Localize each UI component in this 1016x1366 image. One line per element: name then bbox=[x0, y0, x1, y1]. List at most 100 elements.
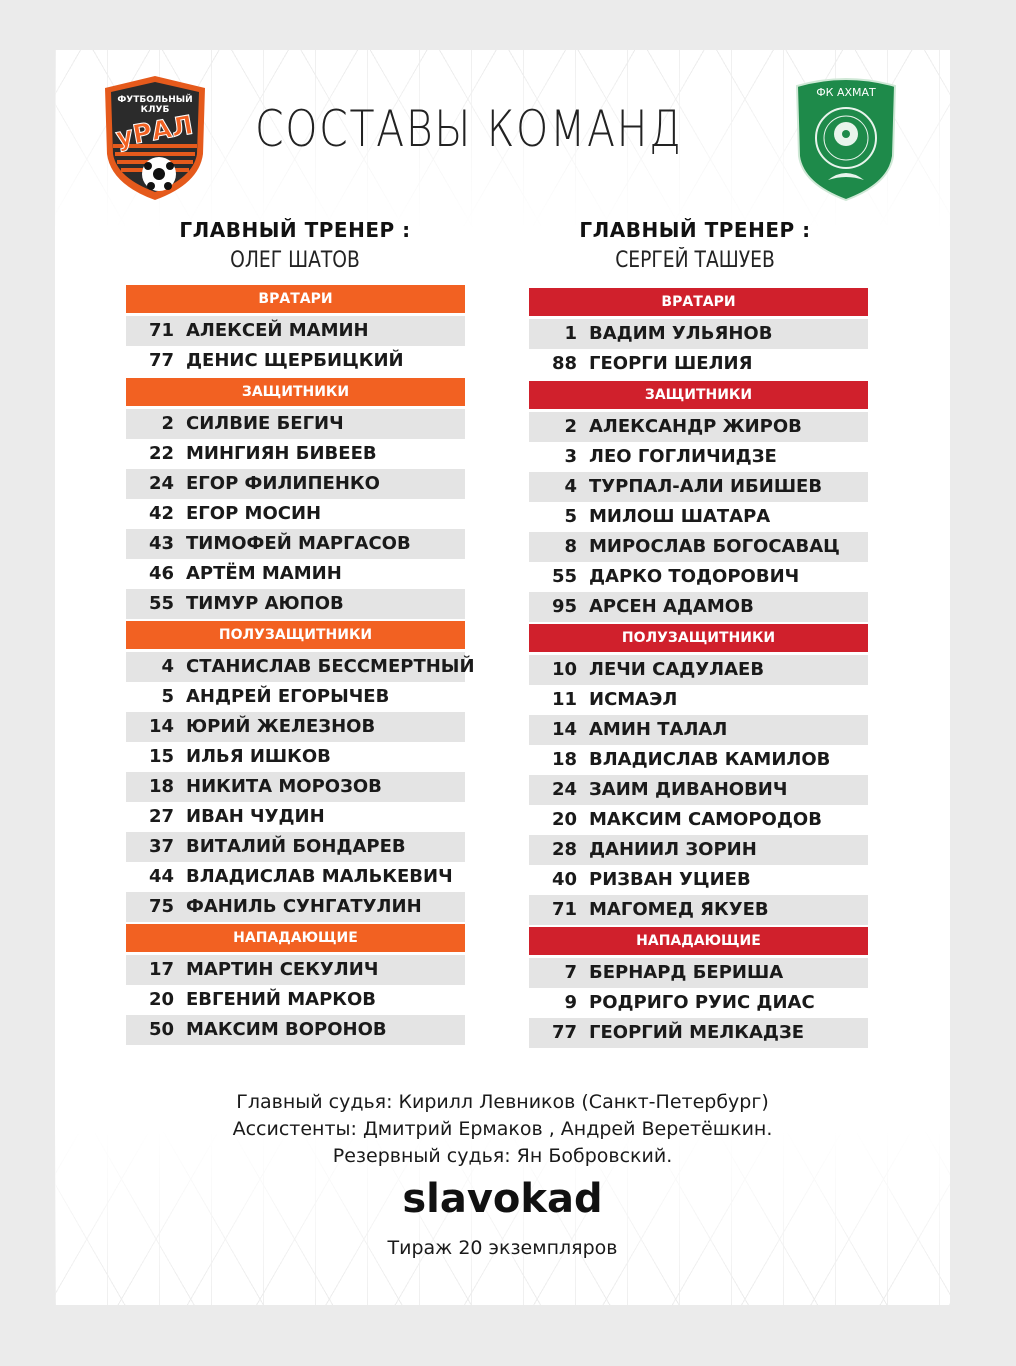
player-number: 44 bbox=[148, 866, 174, 887]
player-name: ФАНИЛЬ СУНГАТУЛИН bbox=[186, 896, 422, 917]
player-row: 24 ЗАИМ ДИВАНОВИЧ bbox=[529, 775, 868, 805]
player-number: 5 bbox=[564, 506, 577, 527]
player-row: 4 СТАНИСЛАВ БЕССМЕРТНЫЙ bbox=[126, 652, 475, 682]
player-row: 10 ЛЕЧИ САДУЛАЕВ bbox=[529, 655, 868, 685]
player-name: МАРТИН СЕКУЛИЧ bbox=[186, 959, 379, 980]
player-name: МАКСИМ ВОРОНОВ bbox=[186, 1019, 387, 1040]
player-number: 2 bbox=[564, 416, 577, 437]
player-name: АЛЕКСЕЙ МАМИН bbox=[186, 320, 369, 341]
home-section-header: НАПАДАЮЩИЕ bbox=[126, 924, 465, 952]
player-number: 3 bbox=[564, 446, 577, 467]
player-name: БЕРНАРД БЕРИША bbox=[589, 962, 784, 983]
player-name: ЛЕО ГОГЛИЧИДЗЕ bbox=[589, 446, 777, 467]
away-lineup: ВРАТАРИ 1 ВАДИМ УЛЬЯНОВ 88 ГЕОРГИ ШЕЛИЯ ЗАЩИТ… bbox=[529, 286, 868, 1048]
player-number: 43 bbox=[148, 533, 174, 554]
player-number: 4 bbox=[564, 476, 577, 497]
player-name: СИЛВИЕ БЕГИЧ bbox=[186, 413, 344, 434]
player-row: 14 ЮРИЙ ЖЕЛЕЗНОВ bbox=[126, 712, 465, 742]
player-row: 18 НИКИТА МОРОЗОВ bbox=[126, 772, 465, 802]
player-row: 55 ДАРКО ТОДОРОВИЧ bbox=[529, 562, 868, 592]
player-row: 50 МАКСИМ ВОРОНОВ bbox=[126, 1015, 465, 1045]
player-row: 24 ЕГОР ФИЛИПЕНКО bbox=[126, 469, 465, 499]
player-number: 55 bbox=[551, 566, 577, 587]
player-row: 40 РИЗВАН УЦИЕВ bbox=[529, 865, 868, 895]
player-number: 77 bbox=[148, 350, 174, 371]
away-section-header: ЗАЩИТНИКИ bbox=[529, 381, 868, 409]
player-number: 8 bbox=[564, 536, 577, 557]
player-row: 18 ВЛАДИСЛАВ КАМИЛОВ bbox=[529, 745, 868, 775]
player-row: 17 МАРТИН СЕКУЛИЧ bbox=[126, 955, 465, 985]
player-row: 5 АНДРЕЙ ЕГОРЫЧЕВ bbox=[126, 682, 465, 712]
player-name: МАКСИМ САМОРОДОВ bbox=[589, 809, 822, 830]
player-row: 5 МИЛОШ ШАТАРА bbox=[529, 502, 868, 532]
officials-assistants: Ассистенты: Дмитрий Ермаков , Андрей Вер… bbox=[232, 1118, 773, 1140]
player-number: 42 bbox=[148, 503, 174, 524]
player-row: 37 ВИТАЛИЙ БОНДАРЕВ bbox=[126, 832, 465, 862]
player-name: АМИН ТАЛАЛ bbox=[589, 719, 728, 740]
player-number: 37 bbox=[148, 836, 174, 857]
player-row: 11 ИСМАЭЛ bbox=[529, 685, 868, 715]
player-number: 71 bbox=[551, 899, 577, 920]
player-number: 5 bbox=[161, 686, 174, 707]
player-name: АЛЕКСАНДР ЖИРОВ bbox=[589, 416, 802, 437]
player-name: МИЛОШ ШАТАРА bbox=[589, 506, 771, 527]
officials-referee: Главный судья: Кирилл Левников (Санкт-Пе… bbox=[236, 1091, 769, 1113]
player-name: АНДРЕЙ ЕГОРЫЧЕВ bbox=[186, 686, 390, 707]
player-row: 2 СИЛВИЕ БЕГИЧ bbox=[126, 409, 465, 439]
player-name: ДАНИИЛ ЗОРИН bbox=[589, 839, 757, 860]
player-row: 4 ТУРПАЛ-АЛИ ИБИШЕВ bbox=[529, 472, 868, 502]
away-section-header: ПОЛУЗАЩИТНИКИ bbox=[529, 624, 868, 652]
player-row: 71 АЛЕКСЕЙ МАМИН bbox=[126, 316, 465, 346]
player-row: 77 ГЕОРГИЙ МЕЛКАДЗЕ bbox=[529, 1018, 868, 1048]
player-row: 88 ГЕОРГИ ШЕЛИЯ bbox=[529, 349, 868, 379]
player-number: 46 bbox=[148, 563, 174, 584]
player-row: 75 ФАНИЛЬ СУНГАТУЛИН bbox=[126, 892, 465, 922]
away-coach: ГЛАВНЫЙ ТРЕНЕР : СЕРГЕЙ ТАШУЕВ bbox=[525, 218, 865, 273]
svg-text:КЛУБ: КЛУБ bbox=[141, 105, 170, 115]
player-number: 20 bbox=[551, 809, 577, 830]
away-coach-label: ГЛАВНЫЙ ТРЕНЕР : bbox=[579, 218, 811, 242]
player-name: ГЕОРГИЙ МЕЛКАДЗЕ bbox=[589, 1022, 805, 1043]
player-name: ЮРИЙ ЖЕЛЕЗНОВ bbox=[186, 716, 376, 737]
player-row: 2 АЛЕКСАНДР ЖИРОВ bbox=[529, 412, 868, 442]
home-coach-label: ГЛАВНЫЙ ТРЕНЕР : bbox=[179, 218, 411, 242]
player-number: 88 bbox=[551, 353, 577, 374]
officials: Главный судья: Кирилл Левников (Санкт-Пе… bbox=[55, 1089, 950, 1170]
watermark: slavokad bbox=[402, 1176, 603, 1222]
player-name: МИНГИЯН БИВЕЕВ bbox=[186, 443, 377, 464]
player-number: 9 bbox=[564, 992, 577, 1013]
player-number: 95 bbox=[551, 596, 577, 617]
away-section-header: НАПАДАЮЩИЕ bbox=[529, 927, 868, 955]
player-row: 20 МАКСИМ САМОРОДОВ bbox=[529, 805, 868, 835]
player-name: ИСМАЭЛ bbox=[589, 689, 678, 710]
player-row: 7 БЕРНАРД БЕРИША bbox=[529, 958, 868, 988]
home-lineup: ВРАТАРИ 71 АЛЕКСЕЙ МАМИН 77 ДЕНИС ЩЕРБИЦКИЙ З… bbox=[126, 283, 475, 1045]
player-number: 20 bbox=[148, 989, 174, 1010]
player-row: 1 ВАДИМ УЛЬЯНОВ bbox=[529, 319, 868, 349]
player-row: 20 ЕВГЕНИЙ МАРКОВ bbox=[126, 985, 465, 1015]
player-row: 22 МИНГИЯН БИВЕЕВ bbox=[126, 439, 465, 469]
player-number: 17 bbox=[148, 959, 174, 980]
player-name: ЕГОР МОСИН bbox=[186, 503, 322, 524]
player-name: РОДРИГО РУИС ДИАС bbox=[589, 992, 815, 1013]
player-name: ДАРКО ТОДОРОВИЧ bbox=[589, 566, 800, 587]
player-number: 10 bbox=[551, 659, 577, 680]
player-name: ВИТАЛИЙ БОНДАРЕВ bbox=[186, 836, 406, 857]
player-number: 75 bbox=[148, 896, 174, 917]
player-name: СТАНИСЛАВ БЕССМЕРТНЫЙ bbox=[186, 656, 475, 677]
player-number: 24 bbox=[551, 779, 577, 800]
player-row: 71 МАГОМЕД ЯКУЕВ bbox=[529, 895, 868, 925]
away-section-header: ВРАТАРИ bbox=[529, 288, 868, 316]
player-row: 9 РОДРИГО РУИС ДИАС bbox=[529, 988, 868, 1018]
player-number: 28 bbox=[551, 839, 577, 860]
player-row: 44 ВЛАДИСЛАВ МАЛЬКЕВИЧ bbox=[126, 862, 465, 892]
player-row: 95 АРСЕН АДАМОВ bbox=[529, 592, 868, 622]
player-name: ВЛАДИСЛАВ КАМИЛОВ bbox=[589, 749, 831, 770]
svg-text:ФК АХМАТ: ФК АХМАТ bbox=[816, 86, 876, 99]
player-name: ВАДИМ УЛЬЯНОВ bbox=[589, 323, 773, 344]
player-number: 2 bbox=[161, 413, 174, 434]
player-row: 15 ИЛЬЯ ИШКОВ bbox=[126, 742, 465, 772]
player-name: НИКИТА МОРОЗОВ bbox=[186, 776, 382, 797]
player-name: ИЛЬЯ ИШКОВ bbox=[186, 746, 331, 767]
svg-text:ФУТБОЛЬНЫЙ: ФУТБОЛЬНЫЙ bbox=[117, 93, 192, 105]
